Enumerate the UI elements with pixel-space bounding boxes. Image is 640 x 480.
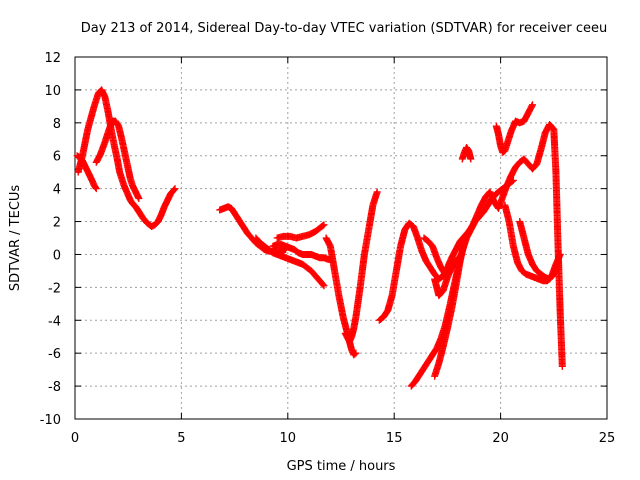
y-tick-label: -6 (48, 347, 61, 362)
data-point (556, 250, 564, 258)
x-tick-label: 10 (280, 431, 297, 446)
axis-ticks (74, 56, 608, 420)
data-point (92, 184, 100, 192)
x-tick-labels: 0 5 10 15 20 25 (71, 431, 615, 446)
data-point (171, 185, 179, 193)
y-tick-label: 4 (53, 183, 61, 198)
data-point (449, 261, 457, 269)
series-d1 (492, 101, 537, 156)
y-axis-label: SDTVAR / TECUs (8, 185, 23, 292)
data-point (320, 282, 328, 290)
y-tick-label: 12 (44, 51, 61, 66)
series-d2 (501, 201, 564, 285)
data-point (170, 186, 178, 194)
data-point (373, 188, 381, 196)
data-point (92, 185, 100, 193)
data-point (529, 101, 537, 109)
series-c6 (458, 144, 475, 163)
data-points (73, 86, 566, 390)
series-c5 (431, 260, 458, 300)
y-tick-labels: -10 -8 -6 -4 -2 0 2 4 6 8 10 12 (40, 51, 61, 428)
data-point (351, 350, 359, 358)
data-point (558, 362, 566, 370)
data-point (135, 195, 143, 203)
data-point (453, 255, 461, 263)
data-point (460, 237, 468, 245)
series-a3 (92, 117, 143, 203)
data-point (319, 281, 327, 289)
chart-title: Day 213 of 2014, Sidereal Day-to-day VTE… (81, 21, 608, 36)
series-b2 (252, 234, 328, 290)
y-tick-label: 10 (44, 84, 61, 99)
y-tick-label: 2 (53, 216, 61, 231)
data-point (454, 254, 462, 262)
y-tick-label: 8 (53, 117, 61, 132)
plot-area-frame (74, 56, 608, 420)
data-point (352, 349, 360, 357)
x-tick-label: 20 (492, 431, 509, 446)
data-point (554, 259, 562, 267)
y-tick-label: 0 (53, 248, 61, 263)
y-tick-label: -4 (48, 314, 61, 329)
data-point (320, 221, 328, 229)
series-b4 (273, 221, 328, 242)
data-point (467, 155, 475, 163)
data-point (319, 222, 327, 230)
x-tick-label: 0 (71, 431, 79, 446)
series-b3 (269, 241, 334, 263)
series-a1 (74, 86, 179, 230)
data-point (508, 177, 516, 185)
x-tick-label: 5 (177, 431, 185, 446)
series-c3 (431, 237, 468, 380)
data-point (509, 176, 517, 184)
y-tick-label: -8 (48, 380, 61, 395)
series-d3 (516, 218, 562, 283)
series-b6 (341, 188, 381, 346)
data-point (450, 260, 458, 268)
y-tick-label: -2 (48, 281, 61, 296)
x-tick-label: 25 (599, 431, 616, 446)
series-a2 (73, 152, 100, 193)
x-tick-label: 15 (386, 431, 403, 446)
y-tick-label: 6 (53, 150, 61, 165)
x-axis-label: GPS time / hours (287, 459, 396, 474)
y-tick-label: -10 (40, 413, 61, 428)
